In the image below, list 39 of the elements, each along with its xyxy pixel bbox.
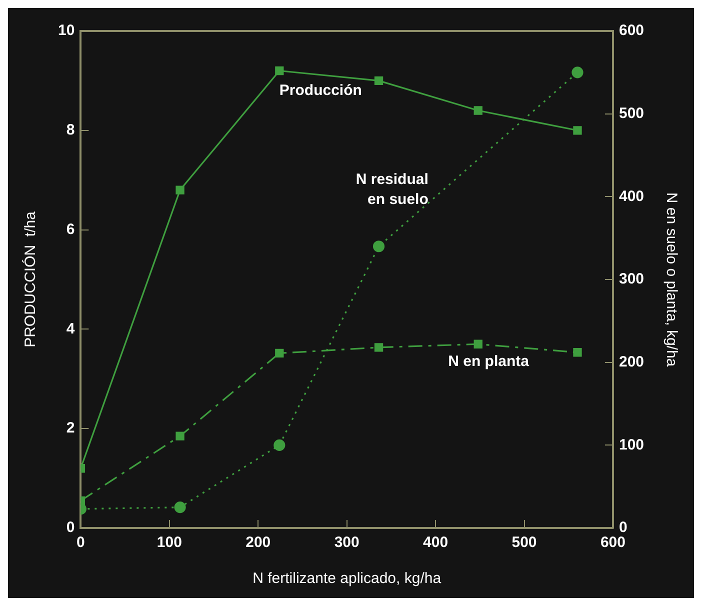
y-tick-label: 10 bbox=[58, 22, 75, 40]
y-tick-label: 8 bbox=[66, 122, 75, 139]
y-tick-label: 0 bbox=[66, 519, 75, 536]
y2-axis-title: N en suelo o planta, kg/ha bbox=[662, 192, 680, 368]
x-axis-title: N fertilizante aplicado, kg/ha bbox=[252, 570, 442, 588]
point bbox=[176, 432, 184, 440]
y2-tick-label: 0 bbox=[618, 519, 628, 536]
point bbox=[174, 501, 186, 514]
y2-tick-label: 400 bbox=[618, 188, 644, 205]
y-tick-label: 2 bbox=[66, 420, 75, 437]
y2-tick-label: 600 bbox=[618, 22, 644, 40]
series-label: N en planta bbox=[448, 353, 530, 370]
y2-tick-label: 200 bbox=[618, 353, 644, 370]
point bbox=[275, 348, 284, 358]
point bbox=[374, 76, 384, 86]
x-tick-label: 100 bbox=[156, 534, 182, 552]
y2-tick-label: 300 bbox=[618, 270, 644, 288]
point bbox=[176, 186, 184, 194]
y-axis-title: PRODUCCIÓN t/ha bbox=[21, 210, 40, 348]
y-tick-label: 4 bbox=[66, 320, 76, 338]
point bbox=[372, 240, 385, 252]
point bbox=[474, 340, 482, 348]
point bbox=[374, 343, 384, 352]
x-tick-label: 200 bbox=[246, 534, 271, 552]
y2-tick-label: 100 bbox=[618, 436, 644, 454]
y-tick-label: 6 bbox=[66, 220, 75, 238]
series-label: N residual en suelo bbox=[356, 171, 428, 208]
point bbox=[274, 439, 286, 451]
y2-tick-label: 500 bbox=[618, 104, 644, 122]
point bbox=[474, 106, 482, 115]
x-tick-label: 500 bbox=[512, 534, 537, 552]
x-tick-label: 300 bbox=[334, 534, 360, 552]
x-tick-label: 400 bbox=[423, 534, 448, 552]
point bbox=[573, 348, 582, 357]
point bbox=[573, 126, 582, 135]
x-tick-label: 600 bbox=[600, 534, 626, 552]
point bbox=[572, 66, 584, 78]
point bbox=[275, 66, 284, 76]
series-label: Producción bbox=[279, 82, 362, 99]
